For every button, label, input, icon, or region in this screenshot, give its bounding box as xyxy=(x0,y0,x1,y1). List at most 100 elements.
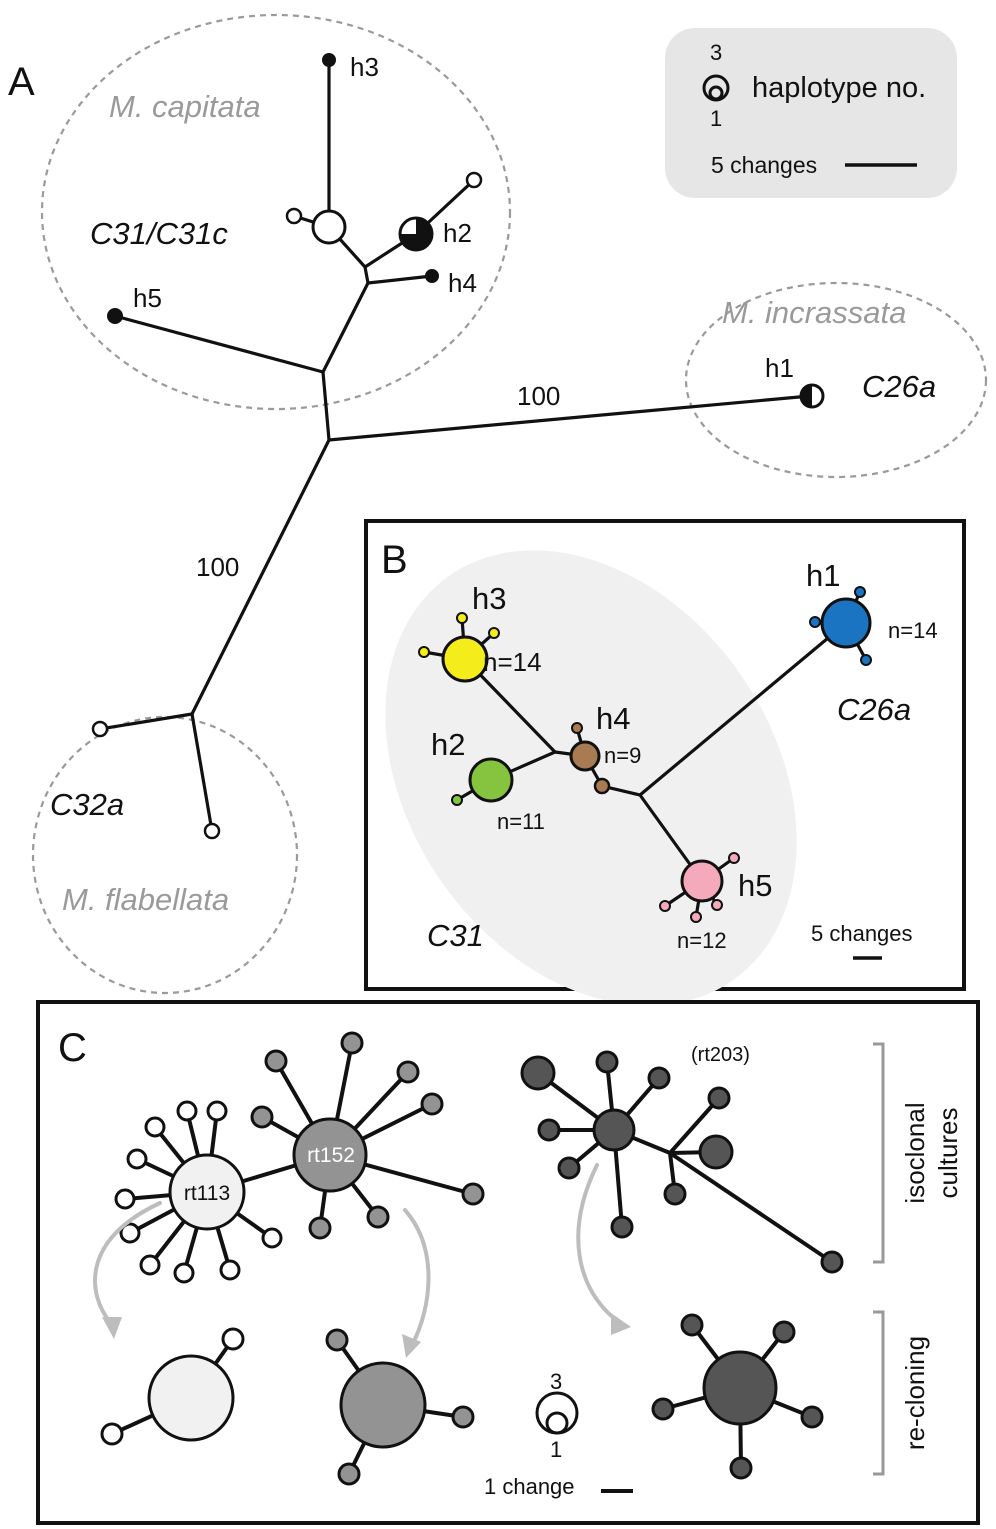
clade-b-c31: C31 xyxy=(427,918,484,953)
panel-b-scale-label: 5 changes xyxy=(811,921,913,946)
tip-rt113-3 xyxy=(176,1100,198,1122)
edge-to-c32a xyxy=(190,438,331,716)
bootstrap-top: 100 xyxy=(517,381,560,411)
panel-b-label: B xyxy=(381,538,408,582)
tip-rt113-9 xyxy=(219,1259,241,1281)
panel-c: C xyxy=(36,1000,980,1525)
tip-b-h3-3 xyxy=(488,627,500,639)
tip-rc152-3 xyxy=(337,1462,361,1486)
clade-c26a: C26a xyxy=(862,369,936,404)
tip-rc113-1 xyxy=(221,1327,245,1351)
panel-a-label: A xyxy=(8,60,35,104)
tip-b-h1-1 xyxy=(809,616,821,628)
tip-rt152-6 xyxy=(461,1182,485,1206)
edge-to-h4 xyxy=(366,274,434,285)
edge-to-h1 xyxy=(327,394,812,442)
recloned-rt203 xyxy=(651,1313,824,1480)
tip-b-h1-3 xyxy=(860,654,872,666)
node-b-h5 xyxy=(680,859,724,903)
network-rt203: (rt203) xyxy=(520,1044,844,1274)
tip-rt203-8 xyxy=(698,1134,734,1170)
tip-rt152-5 xyxy=(420,1092,444,1116)
label-b-h5: h5 xyxy=(738,868,772,903)
edge-b-h1 xyxy=(638,621,848,797)
bracket-labels: isoclonal cultures re-cloning xyxy=(900,1102,963,1450)
panel-a: A M. capitata M. incrassata M. flabellat… xyxy=(8,13,988,995)
tip-rc152-2 xyxy=(451,1405,475,1429)
legend-num-top: 3 xyxy=(710,40,722,65)
edge-root-up xyxy=(321,370,331,442)
tip-b-h4-1 xyxy=(571,722,583,734)
label-b-h2: h2 xyxy=(431,727,465,762)
label-h5: h5 xyxy=(133,283,162,313)
tip-rt203-2 xyxy=(595,1050,619,1074)
edge-inner xyxy=(321,281,370,374)
arrow-rt203-head xyxy=(611,1313,631,1335)
node-b-h1 xyxy=(820,597,872,649)
panel-c-brackets xyxy=(873,1042,885,1476)
panel-c-scale-label: 1 change xyxy=(484,1474,575,1499)
n-b-h2: n=11 xyxy=(497,809,545,834)
tip-rt203-1 xyxy=(520,1055,556,1091)
tip-rt203-10 xyxy=(820,1250,844,1274)
label-h4: h4 xyxy=(448,268,477,298)
incrassata-boundary xyxy=(684,281,988,479)
n-b-h3: n=14 xyxy=(483,647,542,677)
tip-rt203-7 xyxy=(707,1086,731,1110)
tip-rt203-6 xyxy=(610,1215,634,1239)
label-b-h3: h3 xyxy=(472,581,506,616)
clade-c32a: C32a xyxy=(50,787,124,822)
edge-c32a-tip1 xyxy=(98,712,194,731)
tip-b-h5-2 xyxy=(659,900,671,912)
clade-b-c26a: C26a xyxy=(837,692,911,727)
tip-rt113-8 xyxy=(173,1262,195,1284)
node-b-h2 xyxy=(468,757,514,803)
recloning-arrows xyxy=(93,1163,631,1358)
tip-b-h5-4 xyxy=(711,899,723,911)
flabellata-boundary xyxy=(31,715,299,995)
tip-rc203-3 xyxy=(651,1397,675,1421)
label-isoclonal-line2: cultures xyxy=(933,1107,963,1198)
node-rt203 xyxy=(592,1108,636,1152)
tip-rc152-1 xyxy=(325,1328,349,1352)
legend-box xyxy=(665,28,957,198)
tip-rt203-5 xyxy=(557,1156,581,1180)
network-rt113-rt152: rt113 rt152 xyxy=(114,1031,485,1284)
tip-rt152-2 xyxy=(340,1031,364,1055)
n-b-h1: n=14 xyxy=(888,618,938,643)
node-c32a-tip1 xyxy=(91,720,109,738)
tip-rc203-2 xyxy=(772,1320,796,1344)
tip-rt152-3 xyxy=(250,1105,274,1129)
species-flabellata: M. flabellata xyxy=(62,882,229,917)
legend-c-num-top: 3 xyxy=(550,1369,562,1394)
panel-a-legend: 3 1 haplotype no. 5 changes xyxy=(665,28,957,198)
capitata-boundary xyxy=(40,13,512,411)
label-h1: h1 xyxy=(765,353,794,383)
arrow-rt113 xyxy=(93,1201,162,1324)
species-incrassata: M. incrassata xyxy=(722,295,906,330)
tip-rt203-4 xyxy=(537,1118,561,1142)
node-b-h4 xyxy=(569,740,601,772)
tip-rt113-7 xyxy=(139,1254,161,1276)
label-h2: h2 xyxy=(443,218,472,248)
n-b-h5: n=12 xyxy=(677,928,727,953)
legend-small-circle xyxy=(708,85,724,101)
bootstrap-left: 100 xyxy=(196,552,239,582)
tip-rc203-4 xyxy=(800,1405,824,1429)
node-h1 xyxy=(799,383,825,409)
label-rt203: (rt203) xyxy=(691,1044,750,1066)
recloned-rt113 xyxy=(100,1327,245,1446)
tip-rt113-1 xyxy=(126,1148,148,1170)
node-h2 xyxy=(398,216,434,252)
arrow-rt152 xyxy=(403,1208,431,1345)
tip-b-h5-3 xyxy=(690,911,702,923)
label-b-h1: h1 xyxy=(806,558,840,593)
arrow-rt152-head xyxy=(402,1334,421,1358)
edge-c32a-tip2 xyxy=(190,712,214,833)
node-c32a-tip2 xyxy=(203,822,221,840)
label-h3: h3 xyxy=(350,52,379,82)
tip-b-h3-1 xyxy=(418,646,430,658)
legend-num-bottom: 1 xyxy=(710,106,722,131)
legend-c-num-bottom: 1 xyxy=(550,1437,562,1462)
tip-rc113-2 xyxy=(100,1422,124,1446)
